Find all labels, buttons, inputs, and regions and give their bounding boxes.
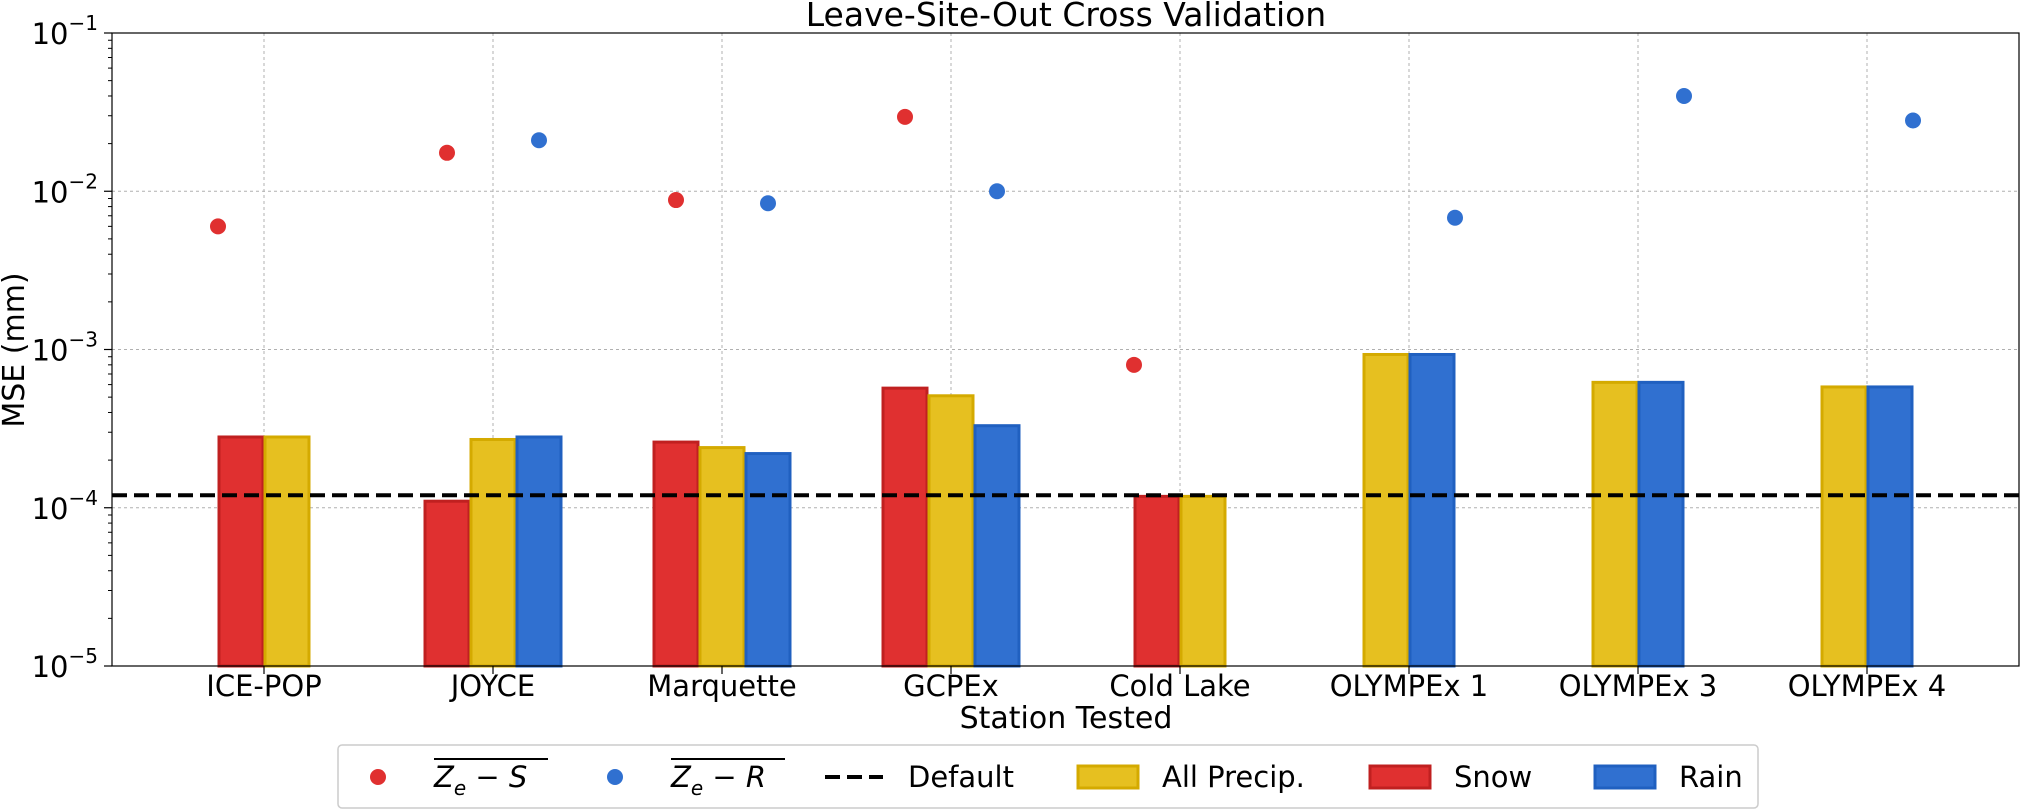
point-ze-s-2: [668, 192, 684, 209]
grid-lines: [112, 32, 2019, 667]
legend-label: Snow: [1454, 760, 1532, 794]
x-tick-label: GCPEx: [903, 669, 999, 703]
bar-rain-1: [515, 435, 563, 668]
y-tick-label: 10−4: [32, 486, 98, 526]
point-ze-r-2: [760, 195, 776, 212]
legend-marker-box: [1076, 764, 1140, 790]
x-tick-label: OLYMPEx 1: [1330, 669, 1489, 703]
chart-title: Leave-Site-Out Cross Validation: [806, 0, 1326, 34]
x-tick-label: ICE-POP: [206, 669, 321, 703]
bar-rain-6: [1637, 380, 1685, 668]
point-ze-s-3: [897, 108, 913, 125]
bar-rain-2: [744, 452, 792, 668]
x-tick-label: OLYMPEx 4: [1788, 669, 1947, 703]
bar-all-precip--3: [927, 394, 975, 668]
y-tick-label: 10−3: [32, 328, 98, 368]
scatter-series: [210, 87, 1921, 373]
x-tick-label: JOYCE: [449, 669, 536, 703]
legend-box: [337, 744, 1759, 809]
point-ze-r-6: [1676, 87, 1692, 104]
y-tick-label: 10−1: [32, 11, 98, 51]
bar-snow-4: [1133, 494, 1181, 668]
legend-label: All Precip.: [1162, 760, 1305, 794]
point-ze-r-5: [1447, 209, 1463, 226]
bar-rain-5: [1408, 352, 1456, 668]
bar-snow-1: [423, 499, 471, 668]
bar-all-precip--4: [1179, 494, 1227, 668]
legend-label: Default: [908, 760, 1014, 794]
bar-all-precip--2: [698, 446, 746, 668]
bar-all-precip--7: [1820, 385, 1868, 668]
legend-marker-box: [1368, 764, 1432, 790]
bar-rain-7: [1866, 385, 1914, 668]
bar-all-precip--5: [1362, 352, 1410, 668]
legend: Ze − S Ze − R Default All Precip. Snow Rain: [337, 744, 1759, 809]
x-axis: ICE-POP JOYCE Marquette GCPEx Cold Lake OLYMP…: [206, 666, 1946, 703]
bar-snow-2: [652, 440, 700, 668]
point-ze-s-0: [210, 218, 226, 235]
legend-label: Ze − S: [433, 760, 527, 800]
point-ze-r-1: [531, 132, 547, 149]
bar-all-precip--6: [1591, 380, 1639, 668]
legend-marker-dot: [370, 769, 386, 785]
point-ze-s-1: [439, 144, 455, 161]
bar-rain-3: [973, 424, 1021, 668]
legend-marker-dot: [607, 769, 623, 785]
point-ze-s-4: [1126, 356, 1142, 373]
x-axis-label: Station Tested: [960, 701, 1173, 736]
bar-series: [217, 352, 1914, 668]
point-ze-r-7: [1905, 112, 1921, 129]
y-axis-label: MSE (mm): [0, 272, 32, 427]
bar-snow-3: [881, 386, 929, 668]
x-tick-label: Cold Lake: [1109, 669, 1250, 703]
legend-label: Ze − R: [670, 760, 766, 800]
bar-all-precip--1: [469, 437, 517, 668]
legend-label: Rain: [1679, 760, 1743, 794]
y-axis: 10−5 10−4 10−3 10−2 10−1: [32, 11, 112, 684]
y-tick-label: 10−2: [32, 169, 98, 209]
point-ze-r-3: [989, 183, 1005, 200]
x-tick-label: OLYMPEx 3: [1559, 669, 1718, 703]
bar-all-precip--0: [263, 435, 311, 668]
x-tick-label: Marquette: [647, 669, 796, 703]
bar-snow-0: [217, 435, 265, 668]
legend-marker-box: [1593, 764, 1657, 790]
y-tick-label: 10−5: [32, 644, 98, 684]
